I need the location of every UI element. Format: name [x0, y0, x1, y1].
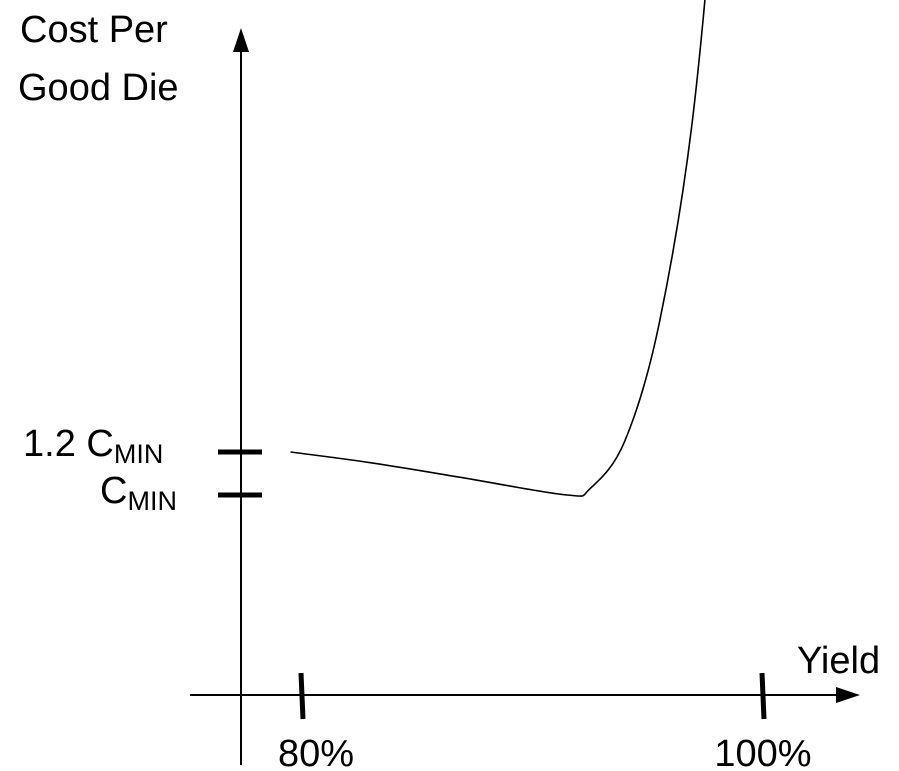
x-tick-100	[759, 672, 767, 720]
x-tick-80	[298, 672, 306, 720]
x-axis-arrow	[836, 687, 860, 703]
cost-per-good-die-curve	[290, 0, 706, 497]
y-axis-title-line-2: Good Die	[18, 67, 179, 109]
y-tick-label-1-2-cmin-main: 1.2 C	[23, 423, 114, 465]
y-tick-label-cmin-sub: MIN	[127, 486, 177, 516]
y-tick-label-cmin-main: C	[100, 470, 127, 512]
x-axis-title: Yield	[797, 640, 880, 682]
x-ticks: 80% 100%	[278, 672, 812, 771]
y-axis-title-line-1: Cost Per	[20, 9, 168, 51]
x-tick-label-80: 80%	[278, 733, 354, 771]
y-tick-label-cmin: CMIN	[100, 470, 177, 516]
y-tick-label-1-2-cmin: 1.2 CMIN	[23, 423, 163, 469]
x-tick-label-100: 100%	[714, 733, 811, 771]
y-axis-arrow	[233, 28, 249, 52]
y-tick-label-1-2-cmin-sub: MIN	[114, 439, 164, 469]
y-ticks: 1.2 CMIN CMIN	[23, 423, 262, 516]
